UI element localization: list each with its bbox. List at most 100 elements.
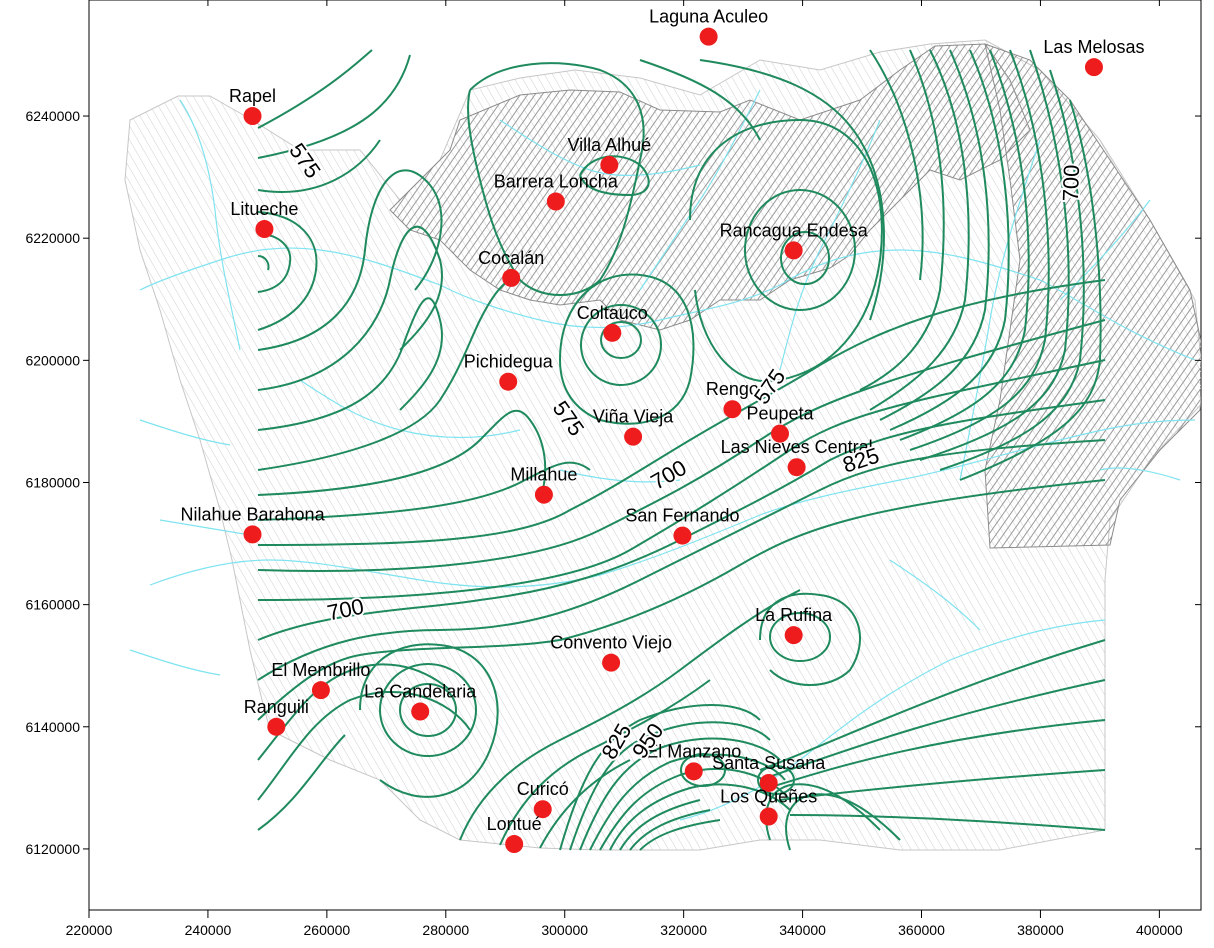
station-dot xyxy=(534,485,553,504)
station-label: Rengo xyxy=(706,379,759,399)
station-marker: Lontué xyxy=(487,814,542,854)
station-marker: La Candelaria xyxy=(364,682,477,721)
station-label: Barrera Loncha xyxy=(494,172,619,192)
station-dot xyxy=(759,807,778,826)
region-outline xyxy=(124,39,1201,851)
y-tick-label: 6120000 xyxy=(25,841,80,857)
x-tick-label: 240000 xyxy=(185,922,232,938)
x-tick-label: 360000 xyxy=(898,922,945,938)
station-marker: Barrera Loncha xyxy=(494,172,619,211)
station-marker: Las Nieves Central xyxy=(721,437,873,477)
station-dot xyxy=(411,702,430,721)
station-dot xyxy=(723,400,742,419)
station-dot xyxy=(1084,58,1103,77)
station-label: San Fernando xyxy=(625,506,739,526)
station-marker: Litueche xyxy=(230,199,298,239)
station-dot xyxy=(603,323,622,342)
station-marker: Curicó xyxy=(517,779,569,819)
station-label: Las Nieves Central xyxy=(721,437,873,457)
station-marker: Rengo xyxy=(706,379,759,419)
station-label: La Rufina xyxy=(755,605,833,625)
x-tick-label: 400000 xyxy=(1136,922,1183,938)
station-marker: Cocalán xyxy=(478,248,544,287)
station-marker: Rapel xyxy=(229,86,276,126)
station-dot xyxy=(533,800,552,819)
station-label: Nilahue Barahona xyxy=(180,504,325,524)
station-dot xyxy=(502,268,521,287)
station-marker: Laguna Aculeo xyxy=(649,7,768,46)
station-marker: Peupeta xyxy=(746,404,815,443)
y-tick-label: 6160000 xyxy=(25,597,80,613)
station-marker: Las Melosas xyxy=(1043,37,1144,77)
station-marker: Convento Viejo xyxy=(550,633,672,672)
station-dot xyxy=(602,653,621,672)
station-dot xyxy=(311,681,330,700)
station-label: El Membrillo xyxy=(271,660,370,680)
station-marker: Villa Alhué xyxy=(567,135,651,174)
terrain-coastal-range xyxy=(389,43,1031,331)
station-label: Millahue xyxy=(510,465,577,485)
station-dot xyxy=(499,372,518,391)
station-label: Cocalán xyxy=(478,248,544,268)
station-label: Rancagua Endesa xyxy=(720,220,869,240)
station-label: Litueche xyxy=(230,199,298,219)
station-label: Curicó xyxy=(517,779,569,799)
station-label: Viña Vieja xyxy=(593,407,674,427)
station-marker: Santa Susana xyxy=(712,753,826,792)
station-marker: Coltauco xyxy=(577,303,648,342)
station-dot xyxy=(787,458,806,477)
station-label: Convento Viejo xyxy=(550,633,672,653)
station-marker: Nilahue Barahona xyxy=(180,504,326,544)
y-tick-label: 6200000 xyxy=(25,352,80,368)
station-marker: Rancagua Endesa xyxy=(720,220,869,260)
station-label: Laguna Aculeo xyxy=(649,7,768,27)
station-dot xyxy=(600,155,619,174)
y-axis: 6120000 6140000 6160000 6180000 6200000 62200… xyxy=(25,108,1201,857)
x-tick-label: 300000 xyxy=(541,922,588,938)
station-marker: El Manzano xyxy=(646,741,741,781)
station-marker: El Membrillo xyxy=(271,660,370,700)
station-marker: Viña Vieja xyxy=(593,407,674,446)
y-tick-label: 6140000 xyxy=(25,719,80,735)
station-label: Villa Alhué xyxy=(567,135,651,155)
station-dot xyxy=(546,192,565,211)
station-dot xyxy=(267,717,286,736)
station-marker: La Rufina xyxy=(755,605,833,645)
y-tick-label: 6180000 xyxy=(25,474,80,490)
x-tick-label: 260000 xyxy=(304,922,351,938)
x-tick-label: 380000 xyxy=(1017,922,1064,938)
station-label: Santa Susana xyxy=(712,753,826,773)
station-label: Coltauco xyxy=(577,303,648,323)
station-dot xyxy=(784,626,803,645)
station-label: Las Melosas xyxy=(1043,37,1144,57)
station-dot xyxy=(243,107,262,126)
station-dot xyxy=(759,773,778,792)
station-marker: San Fernando xyxy=(625,506,740,545)
x-tick-label: 280000 xyxy=(422,922,469,938)
station-dot xyxy=(673,526,692,545)
station-dot xyxy=(699,27,718,46)
x-axis: 220000 240000 260000 280000 300000 320000 3400… xyxy=(66,0,1183,938)
x-tick-label: 320000 xyxy=(660,922,707,938)
contour-value-label: 700 xyxy=(1058,164,1084,202)
contour-lines xyxy=(257,49,1106,851)
station-dot xyxy=(784,241,803,260)
station-label: Pichidegua xyxy=(464,352,554,372)
station-label: Lontué xyxy=(487,814,542,834)
station-marker: Los Queñes xyxy=(720,787,817,826)
station-dot xyxy=(505,835,524,854)
station-dot xyxy=(243,525,262,544)
stations-layer: Laguna Aculeo Las Melosas Rapel Villa Alhué… xyxy=(180,7,1144,854)
station-marker: Ranguili xyxy=(244,697,309,736)
station-label: Los Queñes xyxy=(720,787,817,807)
y-tick-label: 6240000 xyxy=(25,108,80,124)
station-label: Rapel xyxy=(229,86,276,106)
terrain-andes xyxy=(984,43,1201,549)
station-dot xyxy=(770,424,789,443)
station-marker: Pichidegua xyxy=(464,352,554,391)
station-label: El Manzano xyxy=(646,741,741,761)
station-dot xyxy=(624,427,643,446)
y-tick-label: 6220000 xyxy=(25,230,80,246)
station-label: Peupeta xyxy=(746,404,814,424)
